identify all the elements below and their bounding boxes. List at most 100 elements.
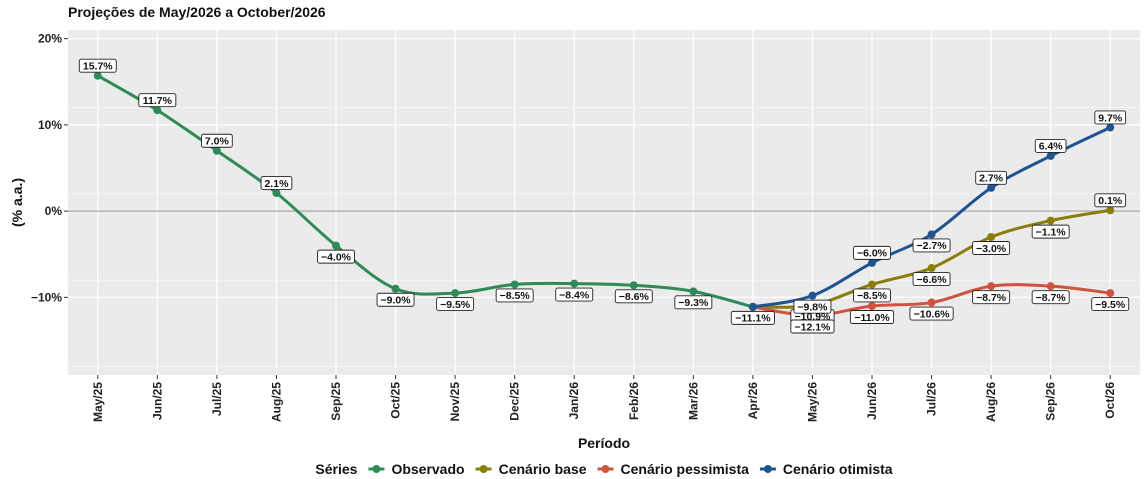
x-tick-label: Aug/26 [984, 382, 998, 422]
data-label: −6.6% [912, 272, 951, 286]
data-point-cenario-otimista [987, 183, 996, 192]
data-point-observado [212, 146, 221, 155]
data-label-text: −8.5% [857, 290, 888, 302]
data-label: −9.5% [436, 297, 475, 312]
data-label: −9.0% [376, 292, 415, 307]
data-label: −8.7% [972, 290, 1011, 305]
data-point-cenario-otimista [748, 302, 757, 311]
data-label-text: 2.7% [979, 173, 1004, 185]
data-label-text: −8.4% [559, 289, 590, 301]
x-tick-label: Jul/26 [925, 382, 939, 416]
data-point-cenario-pessimista [1046, 282, 1055, 291]
data-point-cenario-otimista [868, 258, 876, 267]
data-label-box [1034, 138, 1067, 153]
data-label-box [849, 310, 895, 324]
legend-key [759, 465, 776, 473]
data-label: −12.1% [790, 319, 835, 334]
data-label-box [912, 238, 951, 253]
data-label-box [1031, 290, 1070, 305]
data-point-observado [451, 289, 460, 298]
data-point-cenario-otimista [1106, 123, 1115, 132]
legend-label: Cenário pessimista [621, 461, 750, 477]
data-label-text: 9.7% [1098, 112, 1123, 124]
data-label-box [138, 93, 177, 108]
data-point-cenario-base [868, 280, 876, 289]
data-label: 2.1% [260, 176, 293, 190]
x-tick-label: Jan/26 [567, 382, 581, 420]
y-axis-title: (% a.a.) [9, 178, 25, 227]
x-tick-label: Feb/26 [627, 382, 641, 420]
legend-key-point [479, 465, 488, 473]
data-label-box [972, 290, 1011, 305]
data-point-observado [332, 241, 340, 250]
data-label-text: −1.1% [1036, 226, 1067, 238]
plot-panel [68, 30, 1140, 375]
x-axis-title: Período [578, 435, 630, 451]
data-label: −8.4% [555, 287, 594, 302]
y-tick-label: 0% [45, 204, 63, 218]
data-point-cenario-pessimista [868, 302, 876, 310]
data-label: 7.0% [201, 133, 233, 148]
data-label-box [972, 241, 1011, 255]
data-label-text: −9.0% [381, 295, 412, 307]
data-label-text: 6.4% [1039, 141, 1064, 153]
data-label-text: −11.0% [854, 312, 890, 324]
data-label: −2.7% [912, 238, 951, 253]
data-point-observado [689, 287, 698, 296]
data-point-observado [391, 284, 400, 293]
data-label-box [1091, 297, 1130, 312]
data-label-text: 2.1% [264, 178, 289, 190]
x-tick-label: Oct/25 [389, 382, 403, 419]
data-label: −8.6% [614, 289, 653, 304]
x-tick-label: Sep/26 [1044, 382, 1058, 421]
data-label-box [201, 133, 233, 148]
x-tick-label: May/26 [805, 382, 819, 422]
data-label-box [1094, 110, 1127, 125]
data-label: −6.0% [853, 245, 891, 260]
data-label-box [790, 319, 835, 334]
data-label: −8.7% [1031, 290, 1070, 305]
data-label-text: −9.3% [678, 297, 709, 309]
data-label-text: −3.0% [976, 243, 1007, 255]
data-point-observado [510, 280, 519, 289]
data-label-text: −6.6% [917, 274, 948, 286]
x-tick-label: Aug/25 [269, 382, 283, 422]
data-label-box [260, 176, 293, 190]
data-label-box [555, 287, 594, 302]
data-label-text: −6.0% [857, 248, 888, 260]
data-label-box [495, 288, 534, 303]
data-label: −10.6% [909, 306, 954, 321]
data-label-box [376, 292, 415, 307]
data-label-box [909, 306, 954, 321]
x-tick-label: Dec/25 [508, 382, 522, 421]
data-point-cenario-pessimista [927, 298, 936, 307]
x-tick-label: Jun/25 [150, 382, 164, 420]
chart-title: Projeções de May/2026 a October/2026 [68, 4, 326, 20]
legend-key-point [601, 465, 610, 473]
data-label: 2.7% [975, 170, 1007, 185]
data-point-cenario-pessimista [1106, 289, 1115, 298]
data-label: −11.1% [730, 310, 775, 325]
data-label-box [78, 58, 117, 73]
data-label: 6.4% [1034, 138, 1067, 153]
data-label-box [674, 295, 713, 310]
data-label: −1.1% [1031, 224, 1070, 239]
y-tick-label: 20% [38, 32, 62, 46]
data-point-cenario-base [1106, 206, 1115, 215]
data-label: 9.7% [1094, 110, 1127, 125]
data-point-observado [629, 281, 638, 290]
data-label: 11.7% [138, 93, 177, 108]
data-label-text: −9.5% [440, 299, 471, 311]
data-label-text: −2.7% [917, 240, 948, 252]
data-label-text: 0.1% [1098, 195, 1123, 207]
x-tick-label: Nov/25 [448, 382, 462, 422]
data-label-text: −8.7% [976, 292, 1007, 304]
legend-title: Séries [315, 461, 357, 477]
data-label-box [912, 272, 951, 286]
data-label-text: −8.5% [500, 290, 531, 302]
x-tick-label: Apr/26 [746, 382, 760, 420]
data-label-box [730, 310, 775, 325]
data-point-cenario-otimista [1046, 151, 1055, 160]
